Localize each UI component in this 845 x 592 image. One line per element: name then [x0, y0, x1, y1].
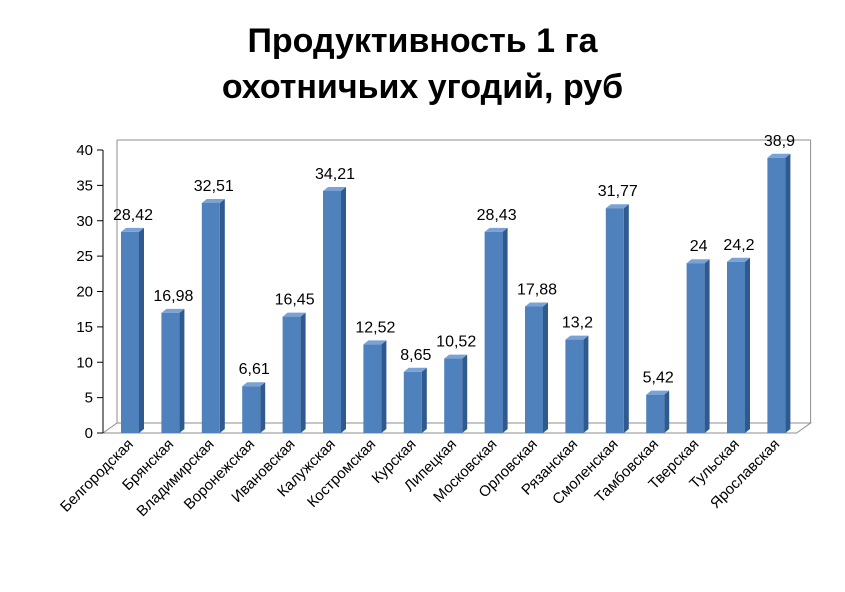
- bar-side: [623, 204, 629, 433]
- bar: [282, 316, 301, 433]
- bar-side: [745, 257, 750, 433]
- bar-side: [462, 354, 468, 433]
- data-label: 24: [690, 238, 708, 255]
- data-label: 24,2: [723, 237, 754, 254]
- y-tick-label: 25: [76, 248, 93, 265]
- data-label: 17,88: [517, 281, 557, 298]
- bar-top: [484, 227, 508, 232]
- bar: [484, 231, 503, 433]
- bar-side: [260, 382, 266, 433]
- data-label: 34,21: [315, 166, 355, 183]
- bar-top: [161, 308, 185, 313]
- bar-top: [565, 335, 589, 340]
- bar: [201, 202, 220, 433]
- y-tick-label: 10: [76, 354, 93, 371]
- data-label: 6,61: [239, 361, 270, 378]
- y-tick-label: 40: [76, 142, 93, 159]
- bar-side: [543, 302, 548, 433]
- bar: [121, 231, 139, 433]
- axis-wall-left: [102, 140, 118, 434]
- bar-top: [201, 198, 225, 203]
- data-label: 28,42: [113, 207, 153, 224]
- data-label: 16,98: [153, 288, 193, 305]
- bar-side: [341, 186, 346, 433]
- bar: [605, 208, 624, 433]
- bar-side: [421, 367, 427, 433]
- data-label: 12,52: [355, 319, 395, 336]
- data-label: 28,43: [477, 207, 517, 224]
- bar-top: [605, 204, 629, 209]
- y-tick-label: 5: [85, 390, 93, 407]
- bar-top: [727, 257, 750, 262]
- bar-top: [686, 259, 710, 264]
- bar-top: [242, 382, 266, 387]
- bar-top: [363, 340, 387, 345]
- bar: [242, 386, 261, 433]
- bar: [565, 339, 584, 433]
- data-label: 16,45: [275, 292, 315, 309]
- data-label: 5,42: [643, 370, 674, 387]
- y-tick-label: 15: [76, 319, 93, 336]
- chart-title-line-2: охотничьих угодий, руб: [221, 68, 624, 106]
- bar-top: [403, 367, 427, 372]
- bar-side: [381, 340, 387, 433]
- data-label: 32,51: [194, 178, 234, 195]
- data-label: 8,65: [400, 347, 431, 364]
- bar: [363, 344, 382, 433]
- bar-top: [525, 302, 548, 307]
- bar: [323, 190, 341, 433]
- bar: [646, 394, 665, 433]
- data-label: 38,9: [764, 133, 795, 150]
- chart-title: Продуктивность 1 га охотничьих угодий, р…: [0, 18, 845, 110]
- bar-side: [502, 227, 508, 433]
- bar-side: [583, 335, 589, 433]
- y-tick-label: 20: [76, 284, 93, 301]
- y-tick-label: 35: [76, 177, 93, 194]
- bar-side: [139, 227, 144, 433]
- y-tick-label: 0: [85, 425, 93, 442]
- bar-side: [219, 198, 225, 433]
- bar-top: [646, 390, 670, 395]
- y-tick-label: 30: [76, 213, 93, 230]
- data-label: 10,52: [436, 334, 476, 351]
- bar: [686, 263, 705, 433]
- bar-top: [323, 186, 346, 191]
- chart-title-line-1: Продуктивность 1 га: [247, 22, 598, 60]
- bar: [161, 312, 180, 433]
- bar-side: [300, 312, 306, 433]
- bar: [767, 157, 786, 433]
- bar-top: [767, 153, 791, 158]
- data-label: 31,77: [598, 183, 638, 200]
- bar-side: [179, 308, 185, 433]
- bar: [525, 306, 543, 433]
- data-label: 13,2: [562, 315, 593, 332]
- bar-side: [704, 259, 710, 433]
- bar-top: [282, 312, 306, 317]
- bar: [403, 371, 422, 433]
- bar-side: [785, 153, 791, 433]
- bar: [727, 261, 745, 433]
- bar-top: [121, 227, 144, 232]
- bar-side: [664, 390, 670, 433]
- bar: [444, 358, 463, 433]
- bar-top: [444, 354, 468, 359]
